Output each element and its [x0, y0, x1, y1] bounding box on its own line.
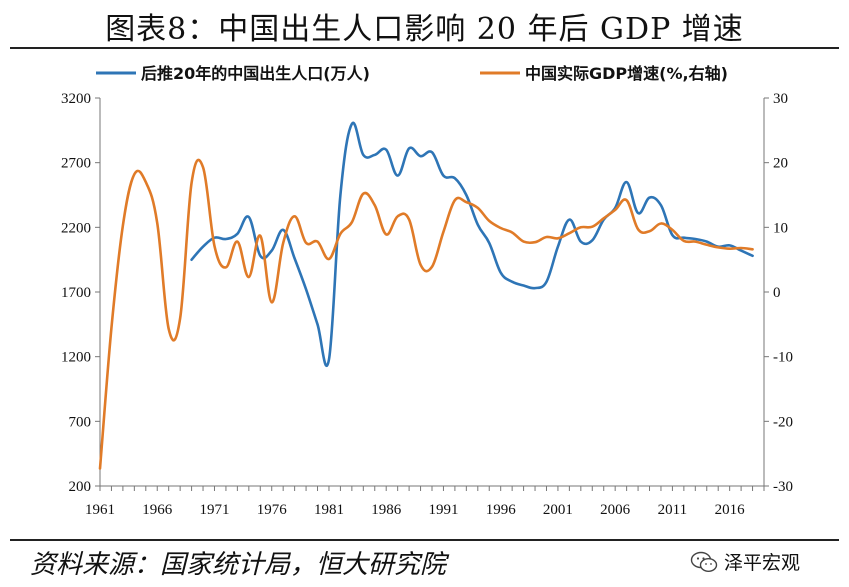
x-tick-label: 2001: [543, 502, 573, 518]
x-tick-label: 1996: [486, 502, 517, 518]
chart-ticks: 200 700 1200 1700 2200 2700 3200 -30 -20 -10 0 10 20…: [61, 91, 793, 518]
source-note: 资料来源：国家统计局，恒大研究院: [30, 550, 447, 580]
title-divider: [10, 47, 839, 49]
y-right-tick-label: 10: [773, 220, 788, 236]
wechat-icon: [690, 551, 718, 572]
y-right-tick-label: 30: [773, 91, 788, 107]
y-left-tick-label: 1200: [61, 350, 91, 366]
brand-name: 泽平宏观: [724, 552, 801, 574]
y-left-tick-label: 1700: [61, 285, 91, 301]
x-tick-label: 1986: [371, 502, 402, 518]
brand-watermark: 泽平宏观: [690, 548, 800, 575]
line-chart: 后推20年的中国出生人口(万人) 中国实际GDP增速(%,右轴) 2007001…: [61, 64, 793, 518]
chart-axes: [99, 98, 765, 487]
chart-legend: 后推20年的中国出生人口(万人) 中国实际GDP增速(%,右轴): [96, 64, 728, 83]
x-tick-label: 1981: [314, 502, 344, 518]
y-right-tick-label: -20: [773, 414, 793, 430]
x-tick-label: 1966: [142, 502, 173, 518]
legend-label-births: 后推20年的中国出生人口(万人): [141, 64, 370, 83]
y-left-tick-label: 2200: [61, 220, 91, 236]
page-title: 图表8：中国出生人口影响 20 年后 GDP 增速: [105, 12, 744, 47]
chart-lines: [98, 121, 754, 470]
x-tick-label: 1971: [199, 502, 229, 518]
footer-divider: [10, 539, 839, 541]
x-tick-label: 1991: [428, 502, 458, 518]
series-line-births: [190, 121, 754, 368]
x-tick-label: 1961: [85, 502, 115, 518]
y-right-tick-label: 0: [773, 285, 781, 301]
legend-label-gdp: 中国实际GDP增速(%,右轴): [525, 64, 728, 83]
y-right-tick-label: -10: [773, 350, 793, 366]
x-tick-label: 2016: [715, 502, 746, 518]
series-line-gdp: [98, 158, 754, 470]
y-right-tick-label: 20: [773, 156, 788, 172]
x-tick-label: 2011: [658, 502, 687, 518]
x-tick-label: 2006: [600, 502, 631, 518]
x-tick-label: 1976: [257, 502, 288, 518]
y-left-tick-label: 3200: [61, 91, 91, 107]
y-left-tick-label: 700: [69, 414, 92, 430]
y-right-tick-label: -30: [773, 479, 793, 495]
y-left-tick-label: 2700: [61, 156, 91, 172]
y-left-tick-label: 200: [69, 479, 92, 495]
